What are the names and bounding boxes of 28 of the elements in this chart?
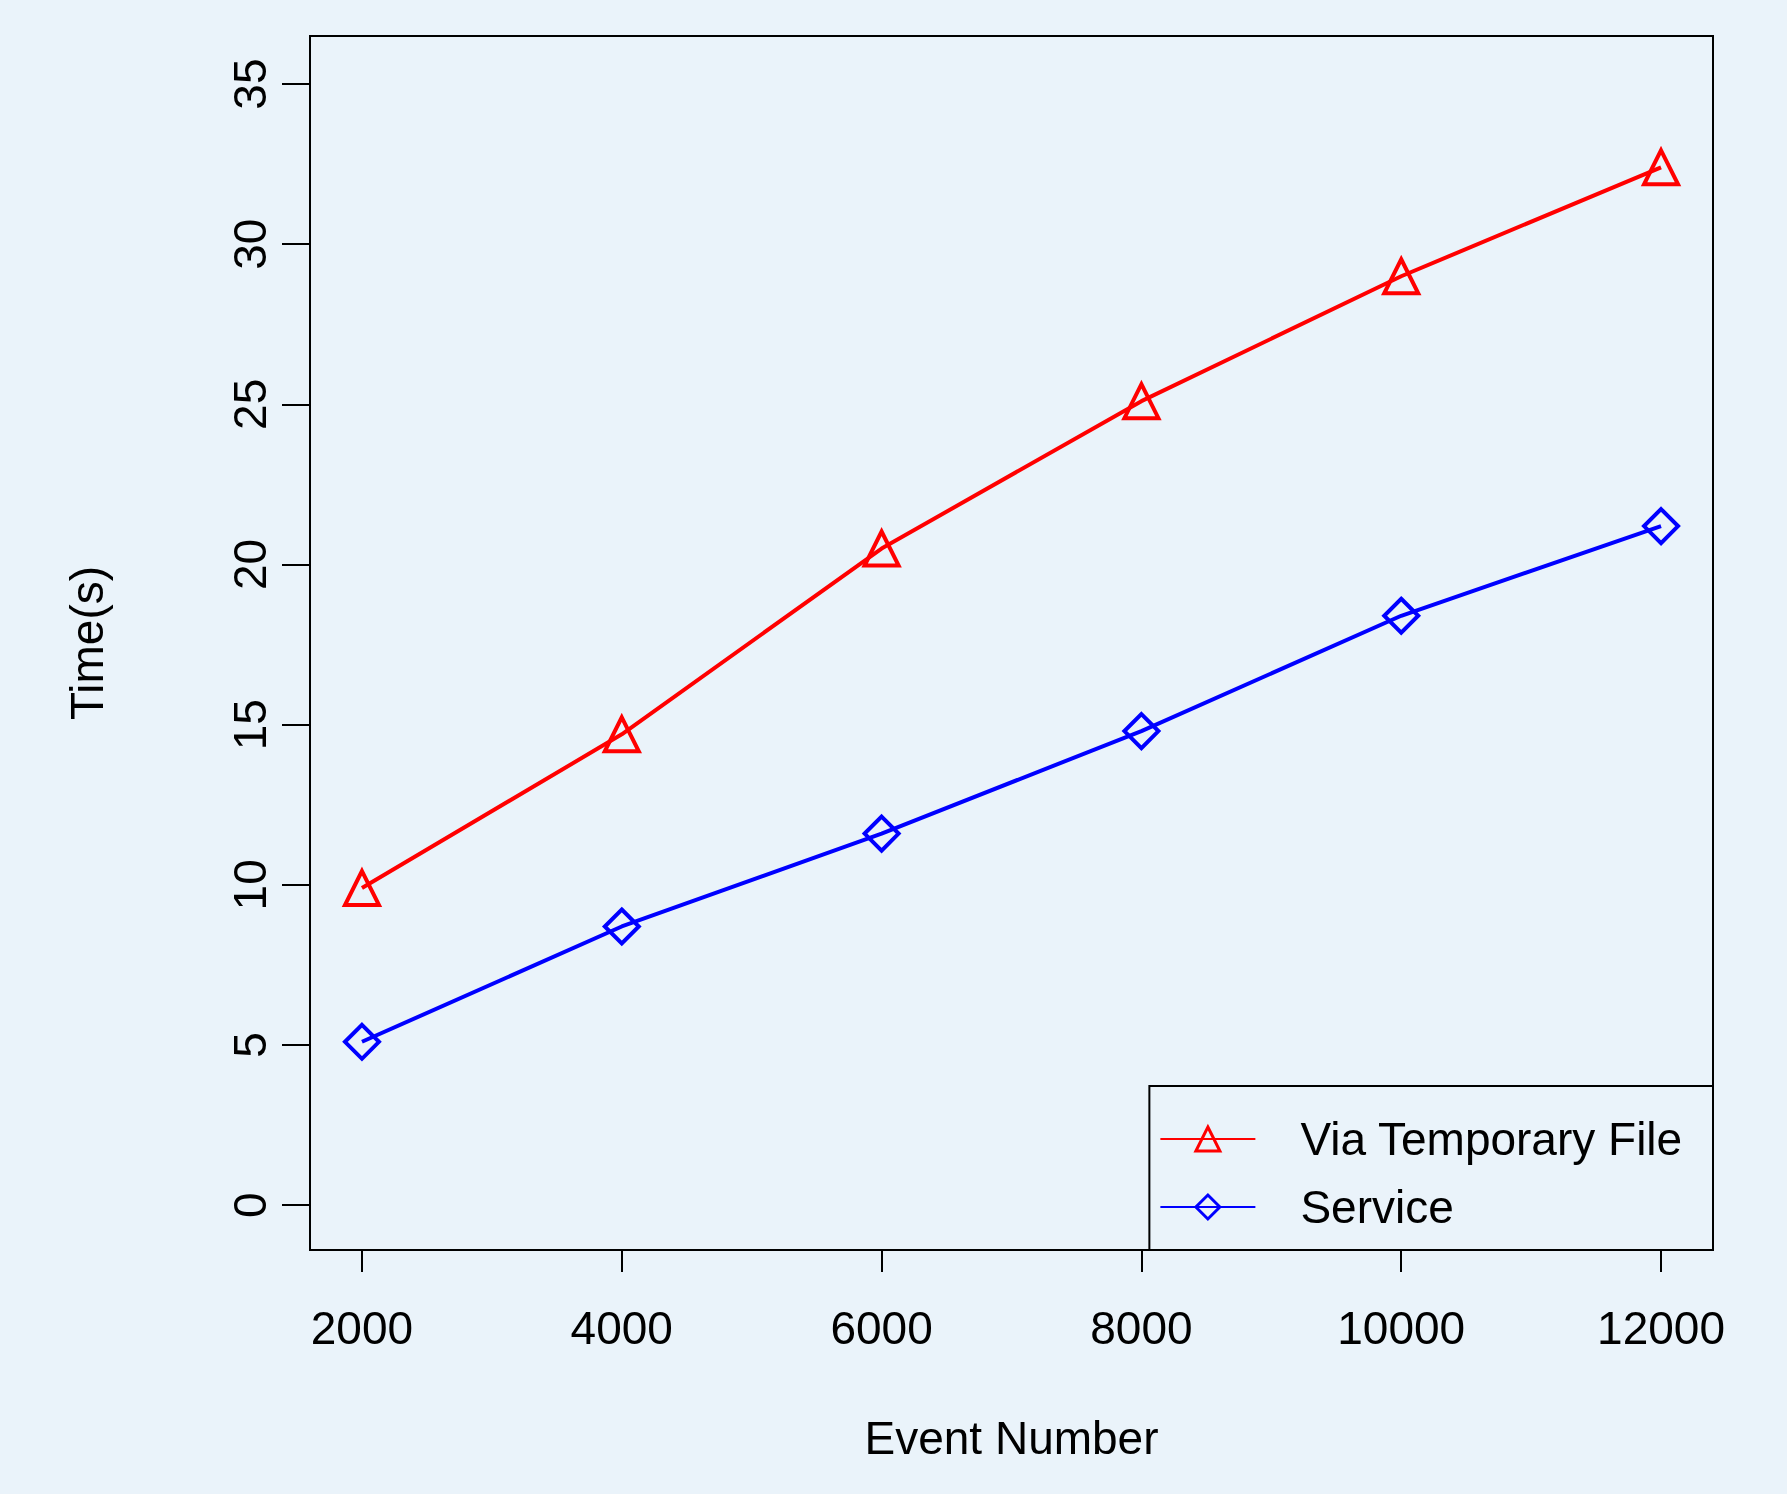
y-tick-label: 10 xyxy=(224,859,276,911)
y-tick-label: 35 xyxy=(224,58,276,110)
x-tick-label: 12000 xyxy=(1597,1302,1725,1354)
legend-label: Via Temporary File xyxy=(1300,1113,1683,1165)
y-tick-label: 15 xyxy=(224,699,276,751)
point xyxy=(861,527,902,568)
x-axis-title: Event Number xyxy=(864,1412,1159,1464)
point xyxy=(602,715,641,754)
y-tick-label: 5 xyxy=(224,1032,276,1058)
point xyxy=(342,1022,381,1061)
point xyxy=(602,907,641,946)
y-tick-label: 30 xyxy=(224,218,276,270)
y-tick-label: 20 xyxy=(224,538,276,591)
x-tick-label: 2000 xyxy=(310,1302,414,1354)
point xyxy=(1642,148,1681,187)
point xyxy=(1382,596,1421,635)
y-tick-label: 0 xyxy=(224,1192,276,1218)
x-tick-label: 10000 xyxy=(1337,1302,1466,1354)
legend-label: Service xyxy=(1300,1181,1454,1233)
point xyxy=(1122,712,1161,751)
x-tick-label: 6000 xyxy=(830,1302,933,1354)
y-axis-title: Time(s) xyxy=(61,565,113,721)
x-tick-label: 4000 xyxy=(570,1302,673,1354)
x-tick-label: 8000 xyxy=(1090,1302,1193,1354)
point xyxy=(1382,257,1421,296)
point xyxy=(862,814,901,853)
point xyxy=(1642,507,1681,546)
y-tick-label: 25 xyxy=(224,378,276,430)
